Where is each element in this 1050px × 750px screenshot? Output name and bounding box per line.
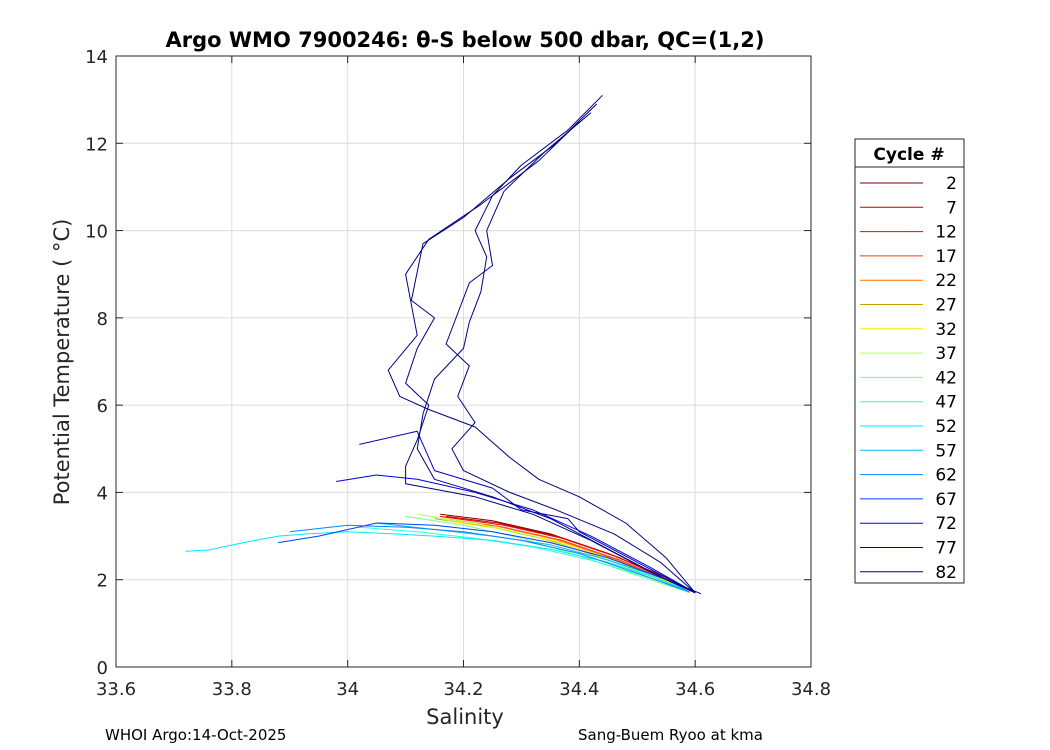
x-tick-label: 34 [336,679,359,700]
series-line-12 [289,524,690,593]
x-tick-label: 34.4 [559,679,599,700]
legend-entry-label: 7 [946,198,957,218]
x-axis-ticks: 33.6 33.8 34 34.2 34.4 34.6 34.8 [96,56,831,700]
legend-entry-label: 52 [935,417,957,437]
legend-entry-label: 37 [935,344,957,364]
legend-entry-label: 17 [935,247,957,267]
legend-entry-label: 67 [935,490,957,510]
x-tick-label: 33.6 [96,679,136,700]
y-tick-label: 14 [85,47,108,68]
series-line-16 [416,94,702,595]
y-tick-label: 0 [97,658,108,679]
chart-title: Argo WMO 7900246: θ-S below 500 dbar, QC… [166,28,765,52]
legend-entry-label: 2 [946,174,957,194]
legend-entry-label: 47 [935,393,957,413]
series-layer [185,94,702,595]
legend-entry-label: 12 [935,223,957,243]
footer-author: Sang-Buem Ryoo at kma [578,726,763,744]
y-tick-label: 8 [97,309,108,330]
legend-entry-label: 62 [935,466,957,486]
legend-entry-label: 42 [935,368,957,388]
y-tick-label: 2 [97,571,108,592]
legend-entry-label: 32 [935,320,957,340]
x-tick-label: 34.2 [443,679,483,700]
x-tick-label: 33.8 [212,679,252,700]
legend-entry-label: 77 [935,539,957,559]
x-axis-label: Salinity [426,705,504,729]
series-line-10 [185,531,690,593]
series-line-13 [278,522,696,594]
y-axis-ticks: 0 2 4 6 8 10 12 14 [85,47,811,679]
y-axis-label: Potential Temperature ( °C) [50,219,74,506]
y-tick-label: 10 [85,222,108,243]
series-line-19 [387,121,696,594]
legend-entry-label: 22 [935,271,957,291]
series-line-18 [445,112,696,594]
x-tick-label: 34.6 [675,679,715,700]
legend-title: Cycle # [873,145,944,165]
legend-entry-label: 57 [935,441,957,461]
legend-entry-label: 72 [935,514,957,534]
x-tick-label: 34.8 [791,679,831,700]
legend-entry-label: 27 [935,296,957,316]
series-line-15 [359,430,696,594]
y-tick-label: 4 [97,483,108,504]
y-tick-label: 12 [85,134,108,155]
legend-entry-label: 82 [935,563,957,583]
y-tick-label: 6 [97,396,108,417]
legend-box [854,138,965,584]
footer-source: WHOI Argo:14-Oct-2025 [105,726,287,744]
